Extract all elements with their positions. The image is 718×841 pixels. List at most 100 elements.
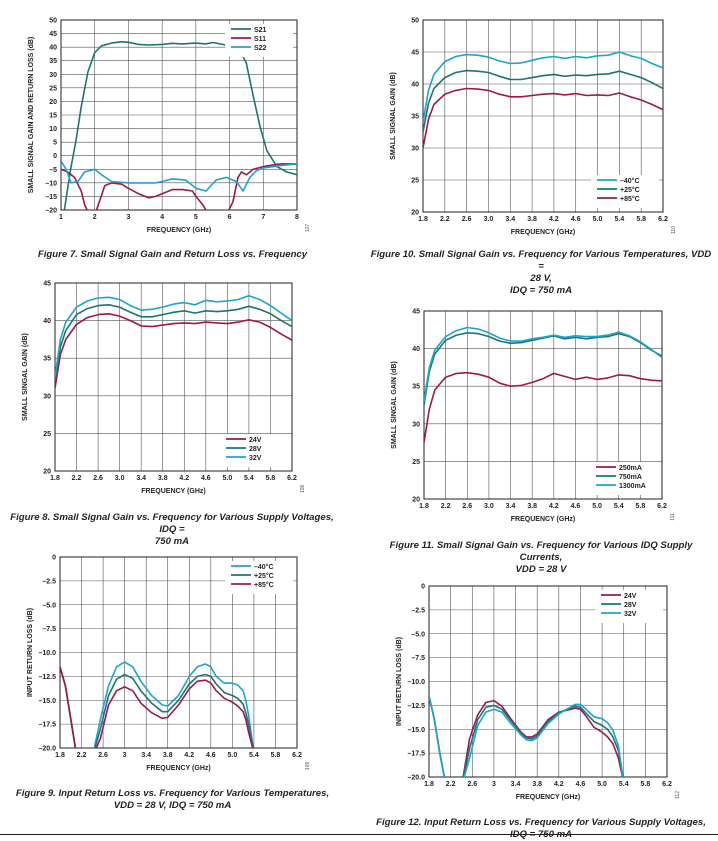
x-tick-label: 3 — [126, 214, 130, 221]
x-tick-label: 1 — [59, 214, 63, 221]
x-tick-label: 3.4 — [141, 752, 151, 759]
series-line-s11 — [61, 163, 297, 210]
y-tick-label: –20.0 — [407, 775, 425, 782]
series-line-28v — [55, 303, 292, 381]
series-line-1300ma — [424, 326, 662, 402]
y-tick-label: 5 — [53, 140, 57, 147]
legend-label: 250mA — [619, 465, 642, 472]
legend: –40°C+25°C+85°C — [225, 561, 293, 594]
y-tick-label: 50 — [411, 18, 419, 25]
x-tick-label: 4.6 — [576, 781, 586, 788]
plot-frame — [60, 19, 298, 211]
legend-label: +85°C — [254, 581, 274, 589]
legend-label: +25°C — [254, 572, 274, 580]
y-tick-label: –17.5 — [38, 722, 56, 729]
x-tick-label: 6.2 — [657, 503, 667, 510]
legend-label: 32V — [624, 611, 637, 618]
series-line-25c — [423, 69, 663, 133]
x-axis-label: FREQUENCY (GHz) — [511, 516, 575, 523]
x-tick-label: 3 — [123, 752, 127, 759]
figure-number: 108 — [300, 485, 306, 494]
figure-7-caption: Figure 7. Small Signal Gain and Return L… — [10, 249, 335, 261]
plot-frame — [59, 556, 298, 749]
x-tick-label: 5.8 — [636, 216, 646, 223]
figure-11-caption-line2: VDD = 28 V — [515, 564, 567, 575]
y-tick-label: –5.0 — [42, 602, 56, 609]
figure-9-caption-line2: VDD = 28 V, IDQ = 750 mA — [113, 800, 232, 811]
figure-9-caption-line1: Figure 9. Input Return Loss vs. Frequenc… — [15, 788, 330, 799]
x-tick-label: 4.6 — [571, 503, 581, 510]
x-tick-label: 5.8 — [271, 752, 281, 759]
figure-12-caption-line1: Figure 12. Input Return Loss vs. Frequen… — [376, 817, 706, 828]
figure-8-chart: 1.8 2.2 2.6 3.0 3.4 3.8 4.2 4.6 5.0 5.4 5.8 6.2 20 25… — [22, 281, 306, 496]
figure-8-caption-line1: Figure 8. Small Signal Gain vs. Frequenc… — [10, 512, 334, 535]
x-tick-label: 3.8 — [527, 503, 537, 510]
y-tick-label: 20 — [49, 99, 57, 106]
x-tick-label: 2 — [93, 214, 97, 221]
x-tick-label: 5.4 — [614, 503, 624, 510]
x-tick-label: 1.8 — [424, 781, 434, 788]
x-tick-label: 5.4 — [249, 752, 259, 759]
y-axis-label: SMALL SINGAL GAIN (dB) — [22, 333, 29, 421]
x-axis-label: FREQUENCY (GHz) — [146, 765, 210, 772]
figure-11-caption-line1: Figure 11. Small Signal Gain vs. Frequen… — [389, 540, 693, 563]
y-tick-label: 15 — [49, 113, 57, 120]
y-tick-label: 20 — [43, 469, 51, 476]
figure-12-caption: Figure 12. Input Return Loss vs. Frequen… — [368, 817, 714, 841]
y-tick-label: 30 — [49, 72, 57, 79]
x-tick-label: 6.2 — [662, 781, 672, 788]
legend-label: 32V — [249, 455, 262, 462]
series-line-25c — [60, 666, 254, 748]
series-line-32v — [429, 695, 624, 777]
x-tick-label: 4.2 — [179, 475, 189, 482]
x-tick-label: 4.6 — [201, 475, 211, 482]
series-lines — [429, 695, 624, 777]
x-tick-label: 4.2 — [549, 216, 559, 223]
x-tick-label: 6.2 — [287, 475, 297, 482]
y-tick-label: 30 — [412, 421, 420, 428]
legend-label: –40°C — [254, 563, 274, 571]
y-tick-label: 0 — [421, 584, 425, 591]
x-tick-label: 2.6 — [98, 752, 108, 759]
y-tick-label: 45 — [412, 309, 420, 316]
y-tick-label: –15.0 — [38, 698, 56, 705]
y-tick-label: –15.0 — [407, 727, 425, 734]
figure-9-caption: Figure 9. Input Return Loss vs. Frequenc… — [5, 788, 340, 812]
y-tick-label: –2.5 — [42, 578, 56, 585]
legend: 24V 28V 32V — [595, 590, 663, 623]
figure-number: 111 — [670, 513, 676, 521]
figure-7-caption-line1: Figure 7. Small Signal Gain and Return L… — [37, 249, 308, 260]
plot-frame — [422, 19, 664, 213]
y-tick-label: –17.5 — [407, 751, 425, 758]
y-tick-label: –5.0 — [411, 631, 425, 638]
figure-12-caption-line2: IDQ = 750 mA — [368, 829, 714, 841]
legend-label: –40°C — [620, 177, 640, 185]
x-tick-label: 5.4 — [619, 781, 629, 788]
figure-12-panel: 1.8 2.2 2.6 3 3.4 3.8 4.2 4.6 5.0 5.4 5.8 6.2 –20.0 –… — [360, 580, 718, 810]
x-tick-label: 3.8 — [532, 781, 542, 788]
figure-number: 109 — [305, 762, 311, 771]
y-tick-label: 0 — [53, 153, 57, 160]
x-tick-label: 3.0 — [115, 475, 125, 482]
plot-frame — [428, 585, 668, 778]
figure-12-chart: 1.8 2.2 2.6 3 3.4 3.8 4.2 4.6 5.0 5.4 5.8 6.2 –20.0 –… — [396, 584, 681, 802]
legend-label: 750mA — [619, 474, 642, 481]
figure-10-chart: 1.8 2.2 2.6 3.0 3.4 3.8 4.2 4.6 5.0 5.4 5.8 6.2 20 25… — [390, 18, 677, 237]
x-tick-label: 3.4 — [136, 475, 146, 482]
y-axis-label: INPUT RETURN LOSS (dB) — [396, 637, 403, 726]
legend: 250mA 750mA 1300mA — [590, 462, 658, 495]
y-tick-label: 40 — [49, 45, 57, 52]
y-tick-label: 40 — [43, 318, 51, 325]
legend-label: 24V — [624, 593, 637, 600]
x-tick-label: 5.0 — [597, 781, 607, 788]
x-tick-label: 2.6 — [462, 216, 472, 223]
x-axis-label: FREQUENCY (GHz) — [147, 227, 211, 234]
y-tick-label: –20 — [45, 208, 57, 215]
figure-10-caption-line1: Figure 10. Small Signal Gain vs. Frequen… — [370, 249, 712, 272]
x-tick-label: 4.6 — [206, 752, 216, 759]
y-tick-label: 20 — [412, 497, 420, 504]
series-line-250ma — [424, 371, 662, 443]
x-tick-label: 3.8 — [163, 752, 173, 759]
y-tick-label: –10.0 — [38, 650, 56, 657]
figure-10-caption: Figure 10. Small Signal Gain vs. Frequen… — [368, 249, 714, 297]
